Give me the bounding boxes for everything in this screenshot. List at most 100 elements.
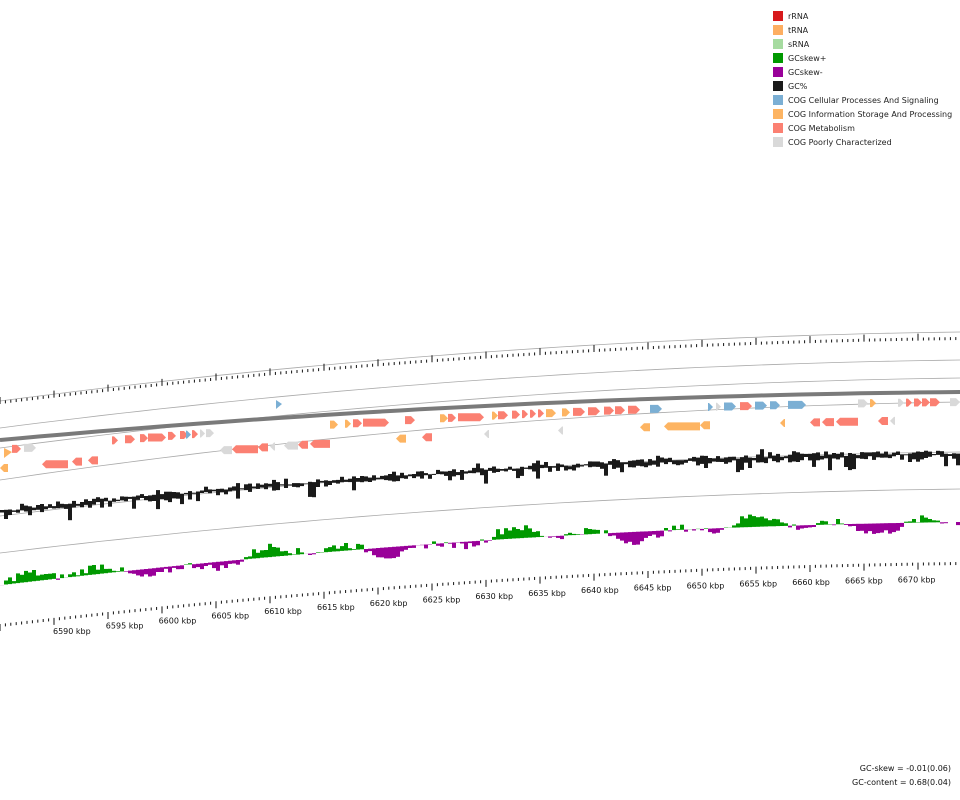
scale-label: 6595 kbp [106, 622, 144, 631]
legend-label: rRNA [788, 11, 809, 21]
gc-bar [636, 459, 640, 466]
gc-bar [376, 477, 380, 480]
gc-bar [952, 453, 956, 459]
skew-bar-negative [628, 532, 632, 542]
gc-bar [896, 451, 900, 455]
gc-bar [48, 504, 52, 508]
skew-bar-negative [796, 525, 800, 530]
gc-bar [200, 490, 204, 493]
gene-arrow [125, 435, 135, 444]
legend-swatch [773, 81, 783, 91]
gc-bar [924, 450, 928, 458]
gc-bar [220, 488, 224, 493]
gc-bar [80, 502, 84, 508]
gc-bar [784, 456, 788, 459]
skew-bar-negative [864, 523, 868, 534]
gc-bar [848, 453, 852, 471]
gene-arrow [88, 456, 98, 465]
gc-bar [756, 454, 760, 463]
legend-label: COG Poorly Characterized [788, 137, 892, 147]
gc-bar [504, 468, 508, 472]
gene-arrow [810, 418, 820, 427]
gc-bar [244, 484, 248, 491]
gc-bar [104, 497, 108, 502]
gene-arrow [310, 439, 330, 448]
skew-bar-positive [348, 548, 352, 551]
legend-swatch [773, 95, 783, 105]
skew-bar-negative [452, 542, 456, 548]
scale-label: 6670 kbp [898, 576, 936, 585]
gene-arrow [492, 411, 498, 420]
skew-bar-positive [672, 525, 676, 531]
skew-bar-positive [112, 570, 116, 573]
legend-item-cog-information: COG Information Storage And Processing [773, 107, 952, 121]
gc-bar [524, 467, 528, 469]
skew-bar-positive [536, 531, 540, 538]
gc-bar [492, 466, 496, 473]
gc-bar [704, 455, 708, 468]
gene-arrow [140, 434, 148, 443]
gc-bar [884, 451, 888, 458]
skew-bar-negative [808, 525, 812, 528]
skew-bar-positive [288, 553, 292, 556]
gc-bar [812, 453, 816, 467]
gc-bar [620, 462, 624, 473]
gc-bar [56, 501, 60, 509]
skew-bar-positive [8, 577, 12, 585]
skew-bar-positive [676, 529, 680, 530]
gc-bar [108, 500, 112, 507]
skew-bar-negative [852, 523, 856, 526]
gene-arrow [396, 434, 406, 443]
skew-bar-positive [88, 565, 92, 575]
gc-bar [304, 483, 308, 484]
gc-bar [548, 466, 552, 472]
gene-arrow [930, 398, 940, 407]
gc-bar [808, 453, 812, 461]
gc-bar [76, 503, 80, 506]
skew-bar-negative [376, 548, 380, 558]
skew-bar-negative [216, 561, 220, 571]
gc-bar [872, 452, 876, 460]
skew-bar-positive [292, 554, 296, 555]
skew-bar-negative [180, 565, 184, 570]
gc-bar [460, 470, 464, 480]
skew-bar-negative [468, 541, 472, 544]
skew-bar-positive [584, 528, 588, 535]
skew-bar-positive [248, 556, 252, 559]
skew-bar-positive [752, 516, 756, 527]
position-scale [0, 333, 957, 631]
gc-bar [332, 480, 336, 483]
scale-label: 6600 kbp [159, 617, 197, 626]
skew-bar-positive [792, 524, 796, 526]
skew-bar-positive [96, 569, 100, 575]
skew-bar-positive [432, 541, 436, 544]
skew-bar-negative [488, 540, 492, 541]
skew-bar-negative [616, 532, 620, 539]
gc-bar [880, 453, 884, 458]
gene-arrow [562, 408, 570, 417]
skew-bar-negative [136, 569, 140, 576]
gc-bar [176, 492, 180, 499]
gc-bar [20, 503, 24, 511]
gene-arrow [422, 433, 432, 442]
gc-bar [772, 455, 776, 462]
skew-bar-positive [664, 528, 668, 531]
gene-arrow [206, 429, 214, 438]
skew-bar-negative [372, 548, 376, 556]
skew-bar-positive [904, 521, 908, 523]
gc-bar [876, 451, 880, 458]
legend-label: GCskew- [788, 67, 823, 77]
gene-arrow [898, 398, 904, 407]
skew-bar-negative [200, 563, 204, 570]
gene-arrow [724, 402, 736, 411]
gene-arrow [878, 417, 888, 426]
gene-arrow [573, 407, 585, 416]
gc-bar [372, 475, 376, 481]
gc-bar [544, 462, 548, 468]
gene-arrow [12, 444, 21, 453]
gc-bar [488, 467, 492, 471]
skew-bar-negative [368, 548, 372, 552]
legend-item-gc-percent: GC% [773, 79, 952, 93]
gene-arrow [708, 402, 713, 411]
gc-content-track [0, 449, 960, 521]
